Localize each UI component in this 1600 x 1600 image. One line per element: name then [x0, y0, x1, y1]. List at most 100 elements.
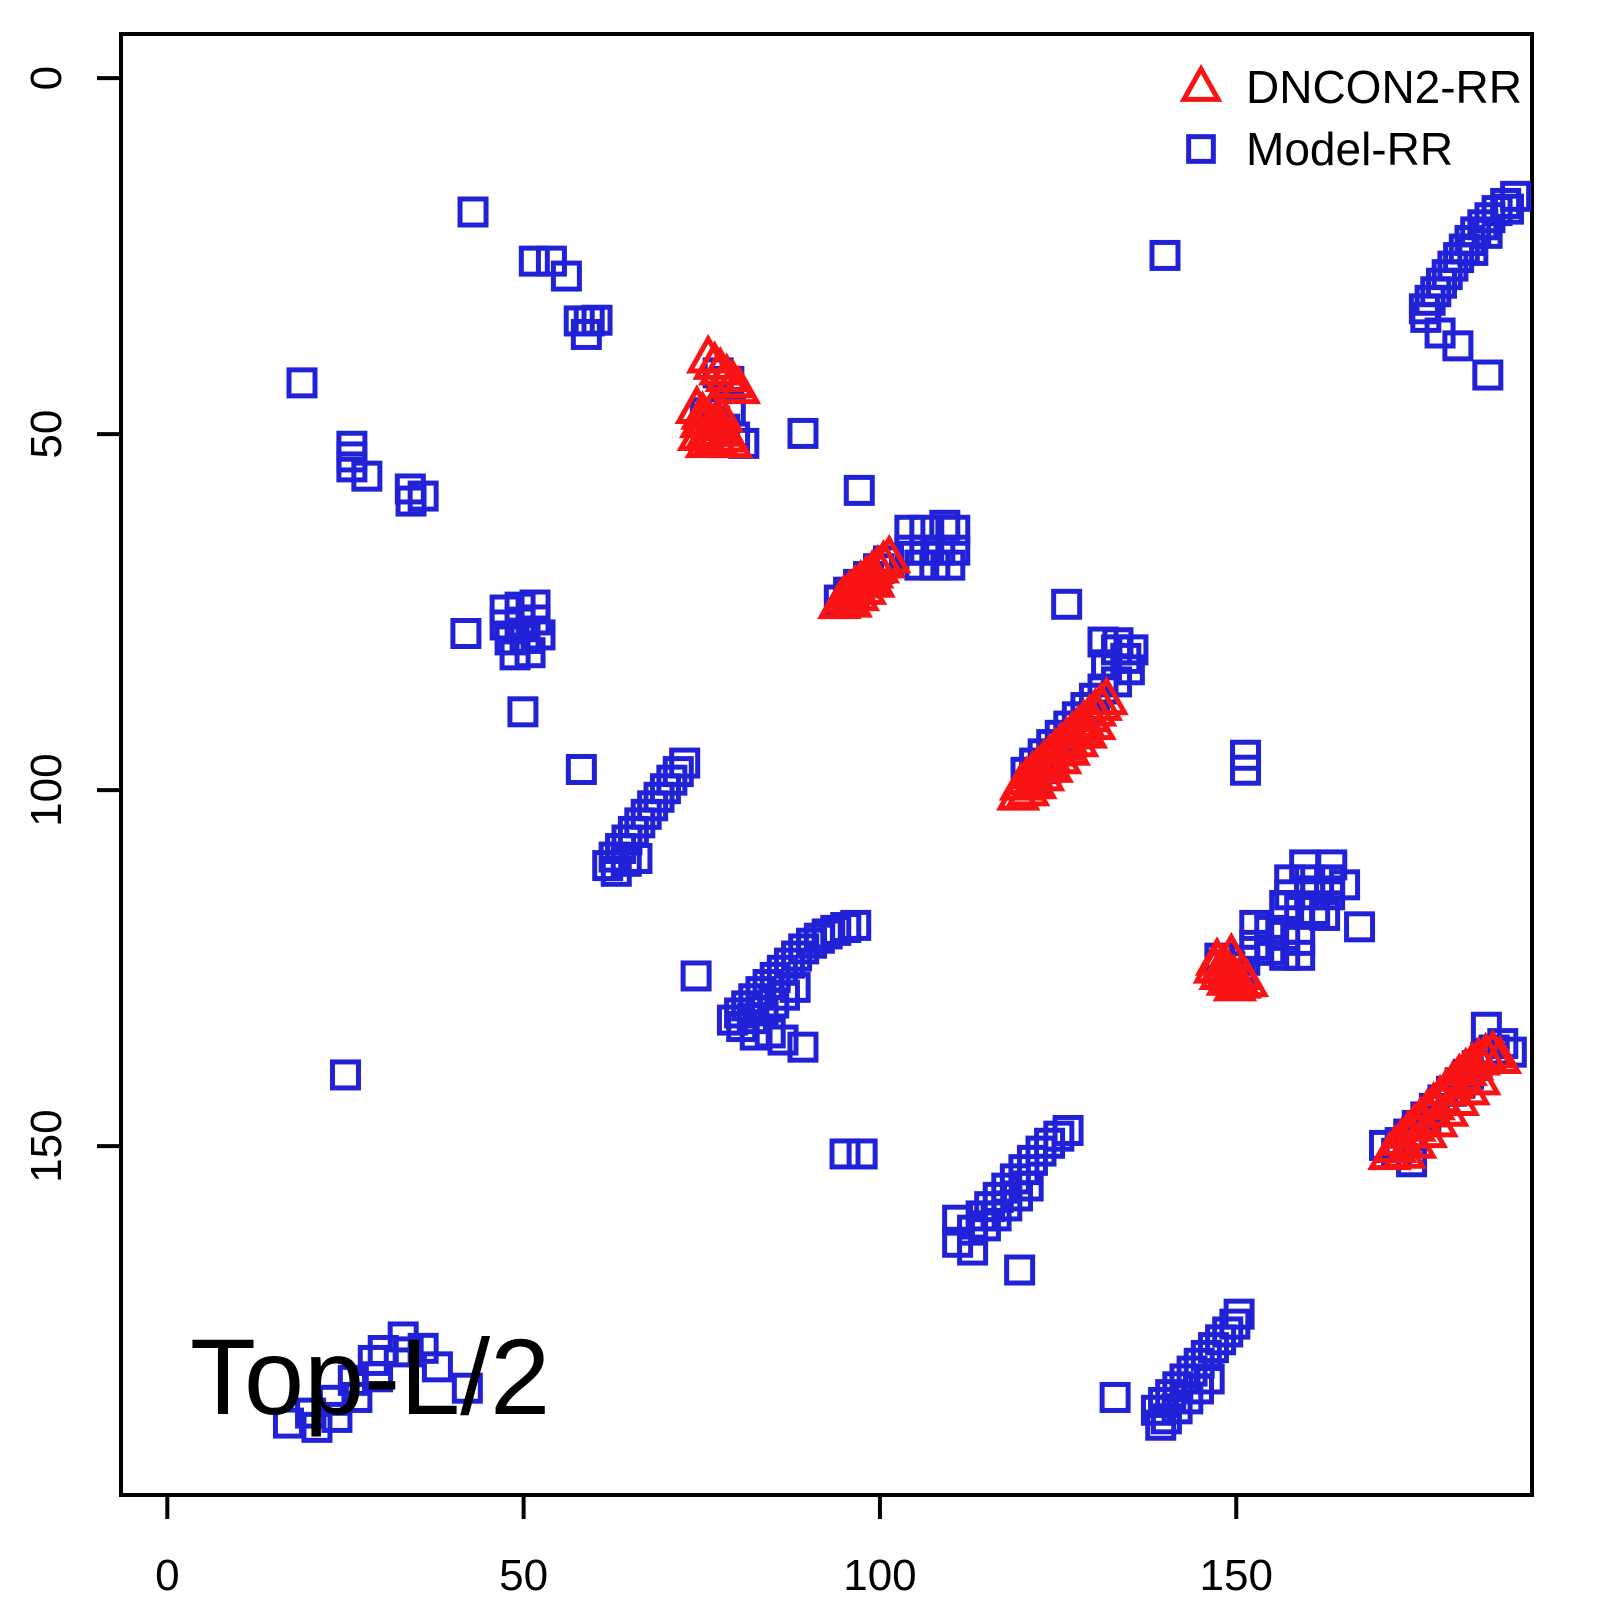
data-point-dncon2-rr	[1084, 675, 1129, 716]
data-point-model-rr	[669, 747, 701, 779]
data-point-model-rr	[1344, 911, 1376, 943]
data-point-model-rr	[457, 196, 489, 228]
data-point-dncon2-rr	[1446, 1065, 1491, 1106]
data-point-model-rr	[680, 960, 712, 992]
legend-marker-dncon2-rr	[1179, 63, 1223, 102]
data-point-model-rr	[1043, 1120, 1075, 1152]
data-point-dncon2-rr	[1403, 1108, 1449, 1149]
data-point-model-rr	[1223, 1298, 1255, 1330]
data-point-model-rr	[301, 1411, 333, 1443]
data-point-dncon2-rr	[855, 543, 901, 584]
data-point-dncon2-rr	[690, 387, 735, 427]
data-point-model-rr	[846, 1138, 878, 1170]
y-tick-label: 50	[22, 410, 71, 459]
data-point-model-rr	[1299, 894, 1331, 926]
data-point-dncon2-rr	[1208, 931, 1254, 972]
data-point-model-rr	[1472, 359, 1504, 391]
legend-marker-model-rr	[1186, 134, 1216, 164]
data-point-dncon2-rr	[1072, 700, 1117, 741]
data-point-dncon2-rr	[817, 579, 862, 620]
data-point-model-rr	[518, 245, 550, 277]
data-point-model-rr	[811, 918, 843, 950]
data-point-model-rr	[1145, 1409, 1177, 1441]
data-point-dncon2-rr	[851, 558, 896, 598]
data-point-model-rr	[451, 1372, 483, 1404]
data-point-model-rr	[1284, 939, 1316, 971]
data-point-model-rr	[787, 1031, 819, 1063]
data-point-dncon2-rr	[1477, 1034, 1523, 1075]
data-point-dncon2-rr	[1470, 1028, 1516, 1069]
data-point-model-rr	[1004, 1254, 1036, 1286]
data-point-dncon2-rr	[1367, 1130, 1412, 1171]
data-point-model-rr	[621, 842, 653, 874]
data-point-dncon2-rr	[1224, 957, 1270, 998]
y-axis: 0 50 100 150	[22, 66, 121, 1183]
data-point-model-rr	[272, 1407, 304, 1439]
data-point-model-rr	[570, 318, 602, 350]
data-point-model-rr	[1230, 754, 1262, 786]
data-point-model-rr	[286, 367, 318, 399]
y-tick-label: 0	[22, 66, 71, 90]
data-point-dncon2-rr	[1414, 1097, 1459, 1138]
data-point-model-rr	[514, 637, 546, 669]
data-points-layer	[272, 180, 1532, 1443]
data-point-model-rr	[1219, 1308, 1251, 1340]
data-point-model-rr	[351, 460, 383, 492]
x-tick-label: 50	[499, 1551, 548, 1600]
data-point-dncon2-rr	[1192, 944, 1238, 984]
data-point-model-rr	[662, 756, 694, 788]
data-point-dncon2-rr	[676, 411, 722, 452]
x-axis: 0 50 100 150	[155, 1495, 1273, 1600]
data-point-model-rr	[524, 619, 556, 651]
data-point-model-rr	[329, 1059, 361, 1091]
data-point-model-rr	[1492, 193, 1524, 225]
data-point-model-rr	[1457, 234, 1489, 266]
x-tick-label: 0	[155, 1551, 179, 1600]
data-point-model-rr	[767, 1024, 799, 1056]
data-point-dncon2-rr	[699, 392, 745, 433]
data-point-model-rr	[1309, 899, 1341, 931]
data-point-model-rr	[1149, 239, 1181, 271]
data-point-model-rr	[787, 417, 819, 449]
data-point-model-rr	[421, 1351, 453, 1383]
y-tick-label: 150	[22, 1109, 71, 1182]
data-point-model-rr	[1193, 1363, 1225, 1395]
data-point-model-rr	[407, 480, 439, 512]
data-point-model-rr	[843, 474, 875, 506]
data-point-model-rr	[1051, 588, 1083, 620]
data-point-dncon2-rr	[716, 364, 762, 405]
data-point-model-rr	[1442, 330, 1474, 362]
data-point-model-rr	[1099, 1381, 1131, 1413]
data-point-model-rr	[1012, 1170, 1044, 1202]
data-point-model-rr	[507, 696, 539, 728]
data-point-model-rr	[829, 1138, 861, 1170]
data-point-dncon2-rr	[1063, 709, 1109, 749]
legend-label: DNCON2-RR	[1246, 61, 1522, 113]
data-point-dncon2-rr	[684, 418, 730, 459]
data-point-dncon2-rr	[1392, 1119, 1438, 1159]
legend: DNCON2-RR Model-RR	[1179, 61, 1522, 175]
x-tick-label: 150	[1200, 1551, 1273, 1600]
data-point-dncon2-rr	[693, 414, 738, 454]
annotation-top-l2: Top-L/2	[190, 1316, 550, 1437]
plot-area-border	[119, 32, 1534, 1497]
data-point-dncon2-rr	[1456, 1055, 1502, 1096]
data-point-dncon2-rr	[866, 533, 912, 574]
x-tick-label: 100	[843, 1551, 916, 1600]
data-point-model-rr	[550, 260, 582, 292]
data-point-model-rr	[1110, 642, 1142, 674]
data-point-model-rr	[779, 971, 811, 1003]
data-point-model-rr	[450, 617, 482, 649]
data-point-model-rr	[840, 909, 872, 941]
data-point-model-rr	[934, 549, 966, 581]
data-point-dncon2-rr	[995, 771, 1041, 811]
data-point-model-rr	[341, 1381, 373, 1413]
data-point-model-rr	[1052, 1114, 1084, 1146]
legend-label: Model-RR	[1246, 123, 1453, 175]
data-point-dncon2-rr	[1435, 1076, 1481, 1117]
data-point-dncon2-rr	[842, 565, 888, 605]
data-point-model-rr	[1016, 1144, 1048, 1176]
data-point-model-rr	[565, 753, 597, 785]
data-point-model-rr	[820, 914, 852, 946]
